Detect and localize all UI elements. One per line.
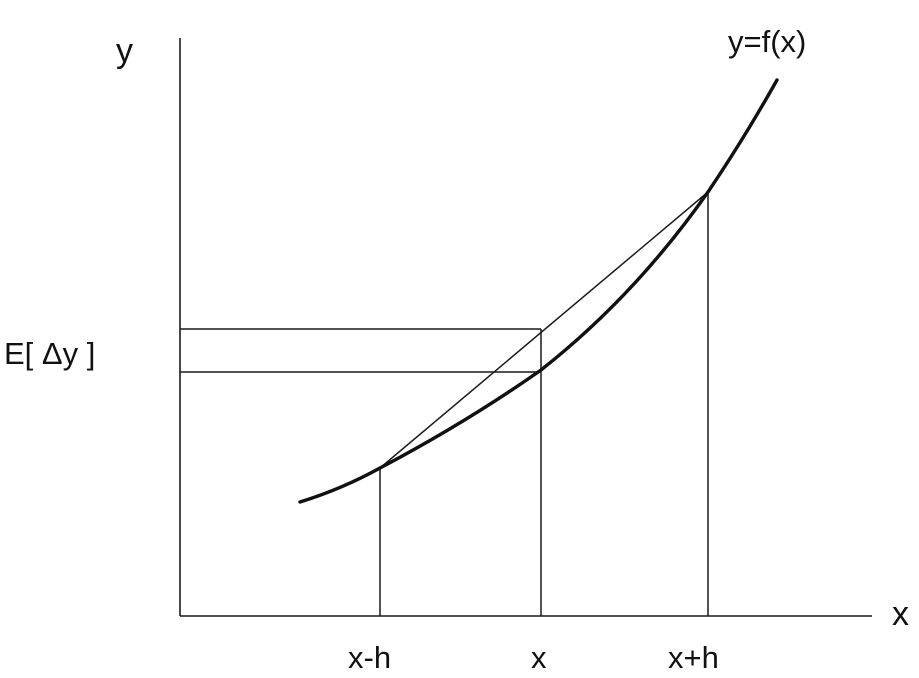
- y-axis-label: y: [116, 32, 133, 70]
- tick-label-x: x: [531, 640, 547, 673]
- expected-dy-label: E[ Δy ]: [4, 336, 95, 371]
- curve-label: y=f(x): [728, 24, 806, 59]
- convex-curve: [298, 78, 779, 504]
- secant-chord: [379, 191, 709, 469]
- tick-label-x-plus-h: x+h: [668, 640, 719, 673]
- tick-label-x-minus-h: x-h: [348, 640, 391, 673]
- x-axis-label: x: [892, 595, 909, 633]
